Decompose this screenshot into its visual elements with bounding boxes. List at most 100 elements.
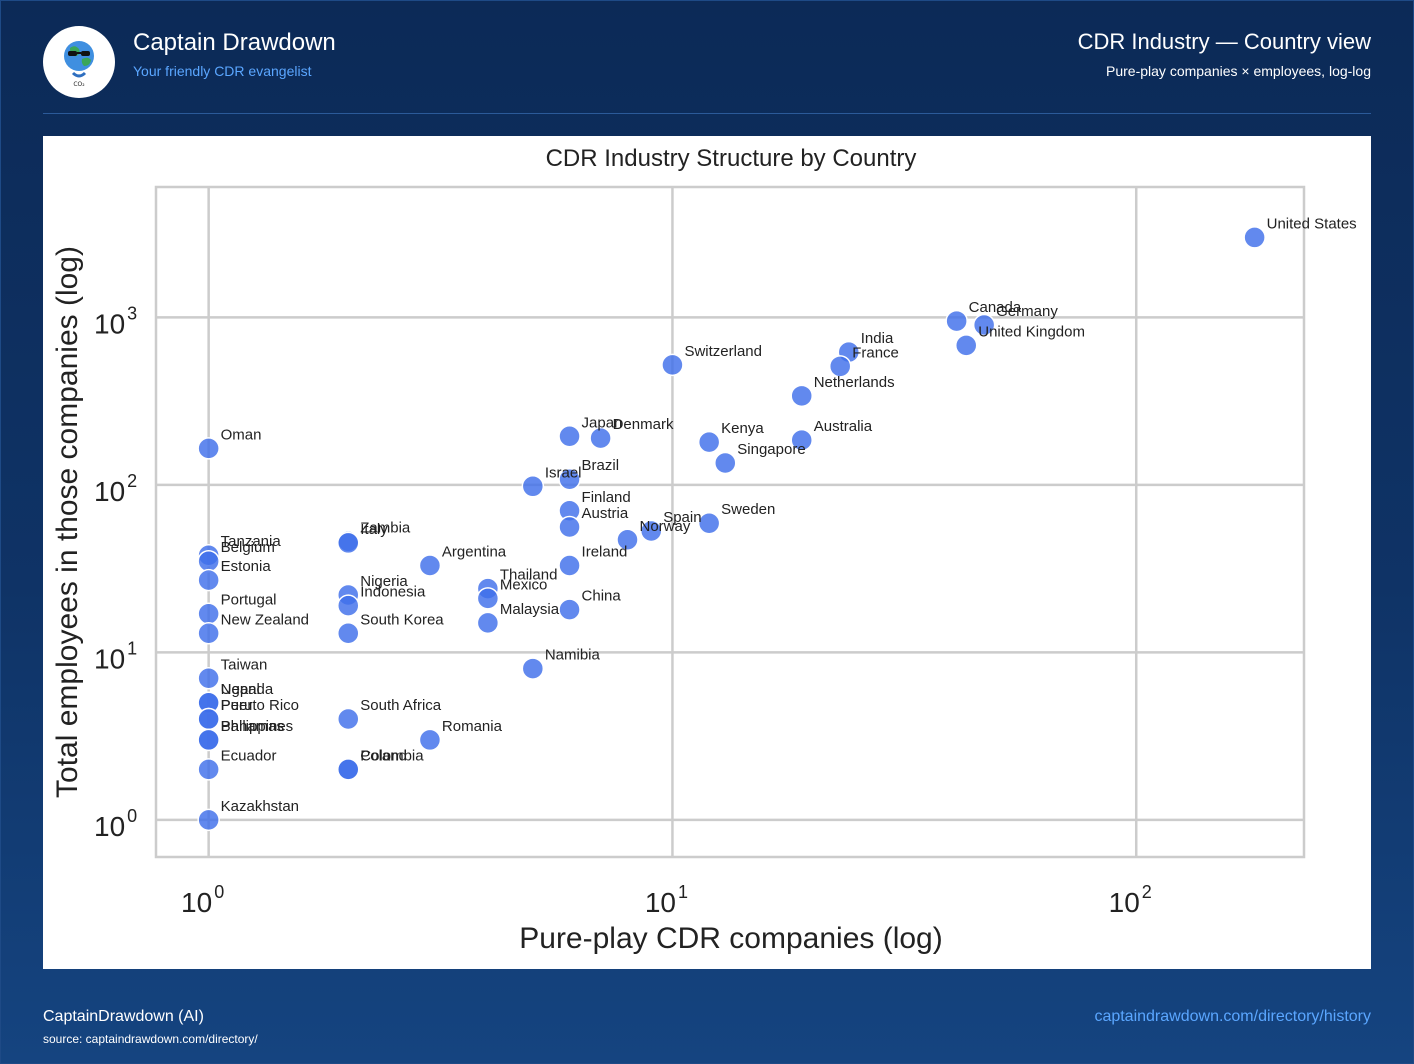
data-point[interactable]	[197, 437, 220, 460]
plot-frame	[154, 185, 1306, 859]
point-label: New Zealand	[221, 611, 309, 628]
point-label: Belgium	[221, 539, 275, 556]
point-label: Japan	[582, 414, 623, 431]
point-label: Taiwan	[221, 656, 268, 673]
data-point[interactable]	[197, 758, 220, 781]
point-label: Oman	[221, 426, 262, 443]
point-label: Ireland	[582, 543, 628, 560]
y-tick-label: 10 1	[94, 638, 137, 674]
data-point[interactable]	[558, 598, 581, 621]
point-label: Switzerland	[684, 343, 762, 360]
point-label: Kenya	[721, 420, 764, 437]
data-point[interactable]	[476, 587, 500, 610]
data-point[interactable]	[337, 707, 360, 731]
point-label: United Kingdom	[978, 323, 1085, 340]
data-point[interactable]	[697, 511, 721, 535]
point-label: Norway	[639, 518, 690, 535]
data-point[interactable]	[558, 425, 581, 448]
data-point[interactable]	[558, 554, 581, 577]
data-point[interactable]	[558, 467, 581, 491]
point-label: Austria	[582, 505, 629, 522]
data-point[interactable]	[945, 309, 968, 333]
data-point[interactable]	[337, 594, 360, 617]
point-label: Thailand	[500, 567, 558, 584]
logo-co2-text: CO₂	[73, 81, 85, 88]
data-point[interactable]	[197, 549, 220, 573]
point-label: Brazil	[582, 457, 620, 474]
data-point[interactable]	[197, 602, 220, 625]
point-label: Israel	[545, 464, 582, 481]
brand-logo[interactable]: CO₂	[43, 26, 115, 98]
x-axis-label: Pure-play CDR companies (log)	[519, 922, 943, 955]
data-point[interactable]	[790, 384, 813, 408]
point-label: Australia	[814, 418, 873, 435]
data-point[interactable]	[589, 426, 612, 450]
point-label: Estonia	[221, 558, 272, 575]
chart-panel: CDR Industry Structure by Country 10 0 10 1…	[43, 136, 1371, 969]
point-label: France	[852, 344, 899, 361]
point-label: Peru	[221, 697, 253, 714]
data-point[interactable]	[558, 515, 581, 539]
point-label: Kazakhstan	[221, 798, 299, 815]
data-point[interactable]	[197, 728, 220, 752]
point-label: Netherlands	[814, 374, 895, 391]
data-point[interactable]	[197, 808, 220, 832]
data-point[interactable]	[337, 622, 360, 645]
point-label: Argentina	[442, 543, 507, 560]
data-point[interactable]	[1243, 226, 1266, 249]
point-label: Canada	[969, 299, 1022, 316]
data-point[interactable]	[476, 611, 500, 635]
point-label: Singapore	[737, 441, 805, 458]
x-tick-label: 10 2	[1109, 882, 1152, 918]
data-point[interactable]	[197, 667, 220, 690]
data-point[interactable]	[954, 334, 978, 357]
point-label: Nigeria	[360, 573, 408, 590]
chart-title: CDR Industry Structure by Country	[546, 145, 917, 172]
point-label: Mexico	[500, 576, 548, 593]
point-label: Indonesia	[360, 584, 426, 601]
point-label: Sweden	[721, 501, 775, 518]
point-label: Finland	[582, 489, 631, 506]
point-label: China	[582, 588, 622, 605]
data-point[interactable]	[197, 707, 220, 731]
point-label: Zambia	[360, 519, 411, 536]
footer-source: source: captaindrawdown.com/directory/	[43, 1032, 258, 1046]
data-point[interactable]	[197, 622, 220, 645]
point-label: Bahamas	[221, 718, 284, 735]
point-label: South Africa	[360, 697, 442, 714]
scatter-chart: CDR Industry Structure by Country 10 0 10 1…	[51, 145, 1357, 955]
x-tick-label: 10 0	[181, 882, 224, 918]
point-label: Namibia	[545, 647, 601, 664]
data-point[interactable]	[418, 728, 442, 752]
data-point[interactable]	[521, 657, 545, 680]
y-axis-label: Total employees in those companies (log)	[51, 246, 84, 798]
point-label: Germany	[996, 303, 1058, 320]
data-point[interactable]	[714, 451, 737, 475]
point-label: Portugal	[221, 592, 277, 609]
data-point[interactable]	[418, 554, 442, 577]
data-point[interactable]	[661, 353, 684, 377]
point-label: Tanzania	[221, 533, 282, 550]
data-point[interactable]	[197, 568, 220, 592]
brand-subtitle: Your friendly CDR evangelist	[133, 63, 312, 79]
point-label: Italy	[360, 521, 388, 538]
point-label: Spain	[663, 509, 701, 526]
data-point[interactable]	[828, 355, 852, 378]
footer-link[interactable]: captaindrawdown.com/directory/history	[1094, 1008, 1371, 1025]
point-label: Puerto Rico	[221, 697, 299, 714]
data-point[interactable]	[616, 528, 639, 552]
data-point[interactable]	[972, 313, 996, 337]
y-tick-label: 10 2	[94, 471, 137, 507]
data-point[interactable]	[790, 428, 813, 452]
page-title: CDR Industry — Country view	[1077, 29, 1371, 54]
point-label: Colombia	[360, 747, 424, 764]
data-point[interactable]	[521, 475, 545, 498]
point-label: Malaysia	[500, 601, 560, 618]
footer-author: CaptainDrawdown (AI)	[43, 1008, 204, 1025]
point-label: Ecuador	[221, 747, 277, 764]
point-label: United States	[1267, 215, 1357, 232]
data-point[interactable]	[337, 531, 360, 555]
data-point[interactable]	[697, 430, 721, 454]
data-point[interactable]	[337, 758, 360, 781]
data-point[interactable]	[639, 519, 663, 543]
